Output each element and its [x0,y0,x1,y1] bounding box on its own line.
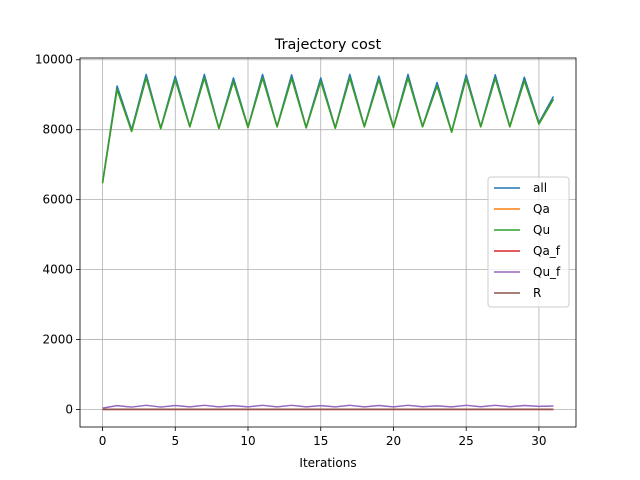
x-tick-label: 20 [386,434,401,448]
y-tick-label: 6000 [42,193,73,207]
legend-label-qu: Qu [533,223,550,237]
axes-frame [79,57,577,428]
x-tick-label: 5 [171,434,179,448]
series-line-qu-f [102,404,554,409]
x-tick-label: 10 [240,434,255,448]
chart-title: Trajectory cost [274,37,382,53]
series-line-qu [101,77,555,184]
x-axis-label: Iterations [299,456,356,470]
x-tick-label: 30 [531,434,546,448]
series-lines [101,73,555,411]
y-tick-label: 4000 [42,263,73,277]
y-tick-label: 2000 [42,333,73,347]
legend-label-qa: Qa [533,202,550,216]
legend-label-r: R [533,286,541,300]
axis-ticks: 0 5 10 15 20 25 30 0 2000 4000 6000 8000 10000 [35,53,547,448]
legend: all Qa Qu Qa_f Qu_f R [487,176,570,308]
legend-label-qa-f: Qa_f [533,244,561,258]
legend-label-qu-f: Qu_f [533,265,561,279]
legend-box [487,176,570,308]
legend-label-all: all [533,181,547,195]
y-tick-label: 0 [65,403,73,417]
y-tick-label: 10000 [35,53,73,67]
x-tick-label: 15 [313,434,328,448]
x-tick-label: 25 [459,434,474,448]
x-tick-label: 0 [99,434,107,448]
y-tick-label: 8000 [42,123,73,137]
